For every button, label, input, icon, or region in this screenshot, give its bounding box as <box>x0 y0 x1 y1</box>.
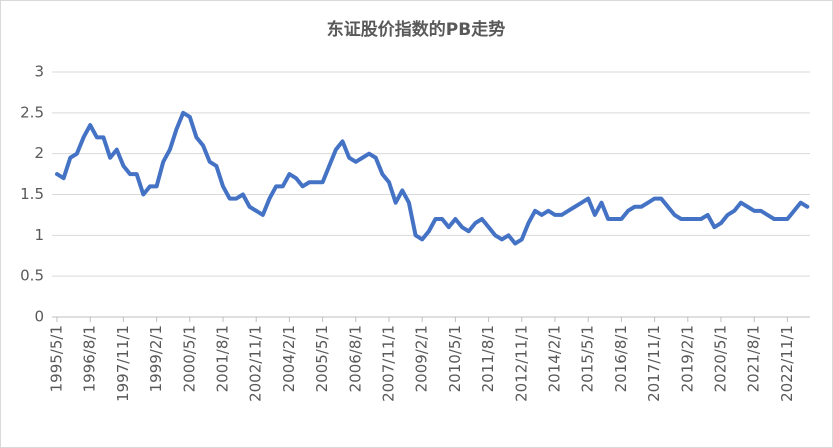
x-tick-label: 2014/2/1 <box>546 325 564 392</box>
x-tick-label: 2012/11/1 <box>512 325 530 402</box>
x-tick-label: 2011/8/1 <box>479 325 497 392</box>
x-tick-label: 2015/5/1 <box>579 325 597 392</box>
x-tick-label: 2004/2/1 <box>280 325 298 392</box>
x-tick-label: 2010/5/1 <box>446 325 464 392</box>
x-tick-label: 2006/8/1 <box>346 325 364 392</box>
x-tick-label: 2005/5/1 <box>313 325 331 392</box>
y-tick-label: 1.5 <box>20 185 44 203</box>
y-tick-label: 0 <box>34 308 44 326</box>
x-tick-label: 2001/8/1 <box>214 325 232 392</box>
x-tick-label: 1995/5/1 <box>48 325 66 392</box>
x-tick-label: 2020/5/1 <box>712 325 730 392</box>
x-tick-label: 1997/11/1 <box>114 325 132 402</box>
y-tick-label: 3 <box>34 63 44 81</box>
y-tick-label: 1 <box>34 226 44 244</box>
y-tick-label: 2 <box>34 144 44 162</box>
chart-title: 东证股价指数的PB走势 <box>327 19 505 40</box>
x-tick-label: 2009/2/1 <box>413 325 431 392</box>
x-tick-label: 2016/8/1 <box>612 325 630 392</box>
y-tick-label: 2.5 <box>20 103 44 121</box>
x-tick-label: 2002/11/1 <box>247 325 265 402</box>
x-tick-label: 1996/8/1 <box>81 325 99 392</box>
x-tick-label: 1999/2/1 <box>147 325 165 392</box>
x-tick-label: 2019/2/1 <box>678 325 696 392</box>
x-tick-label: 2007/11/1 <box>380 325 398 402</box>
x-tick-label: 2021/8/1 <box>745 325 763 392</box>
x-tick-label: 2017/11/1 <box>645 325 663 402</box>
data-line <box>55 110 810 246</box>
x-tick-label: 2022/11/1 <box>778 325 796 402</box>
x-tick-label: 2000/5/1 <box>180 325 198 392</box>
y-tick-label: 0.5 <box>20 267 44 285</box>
